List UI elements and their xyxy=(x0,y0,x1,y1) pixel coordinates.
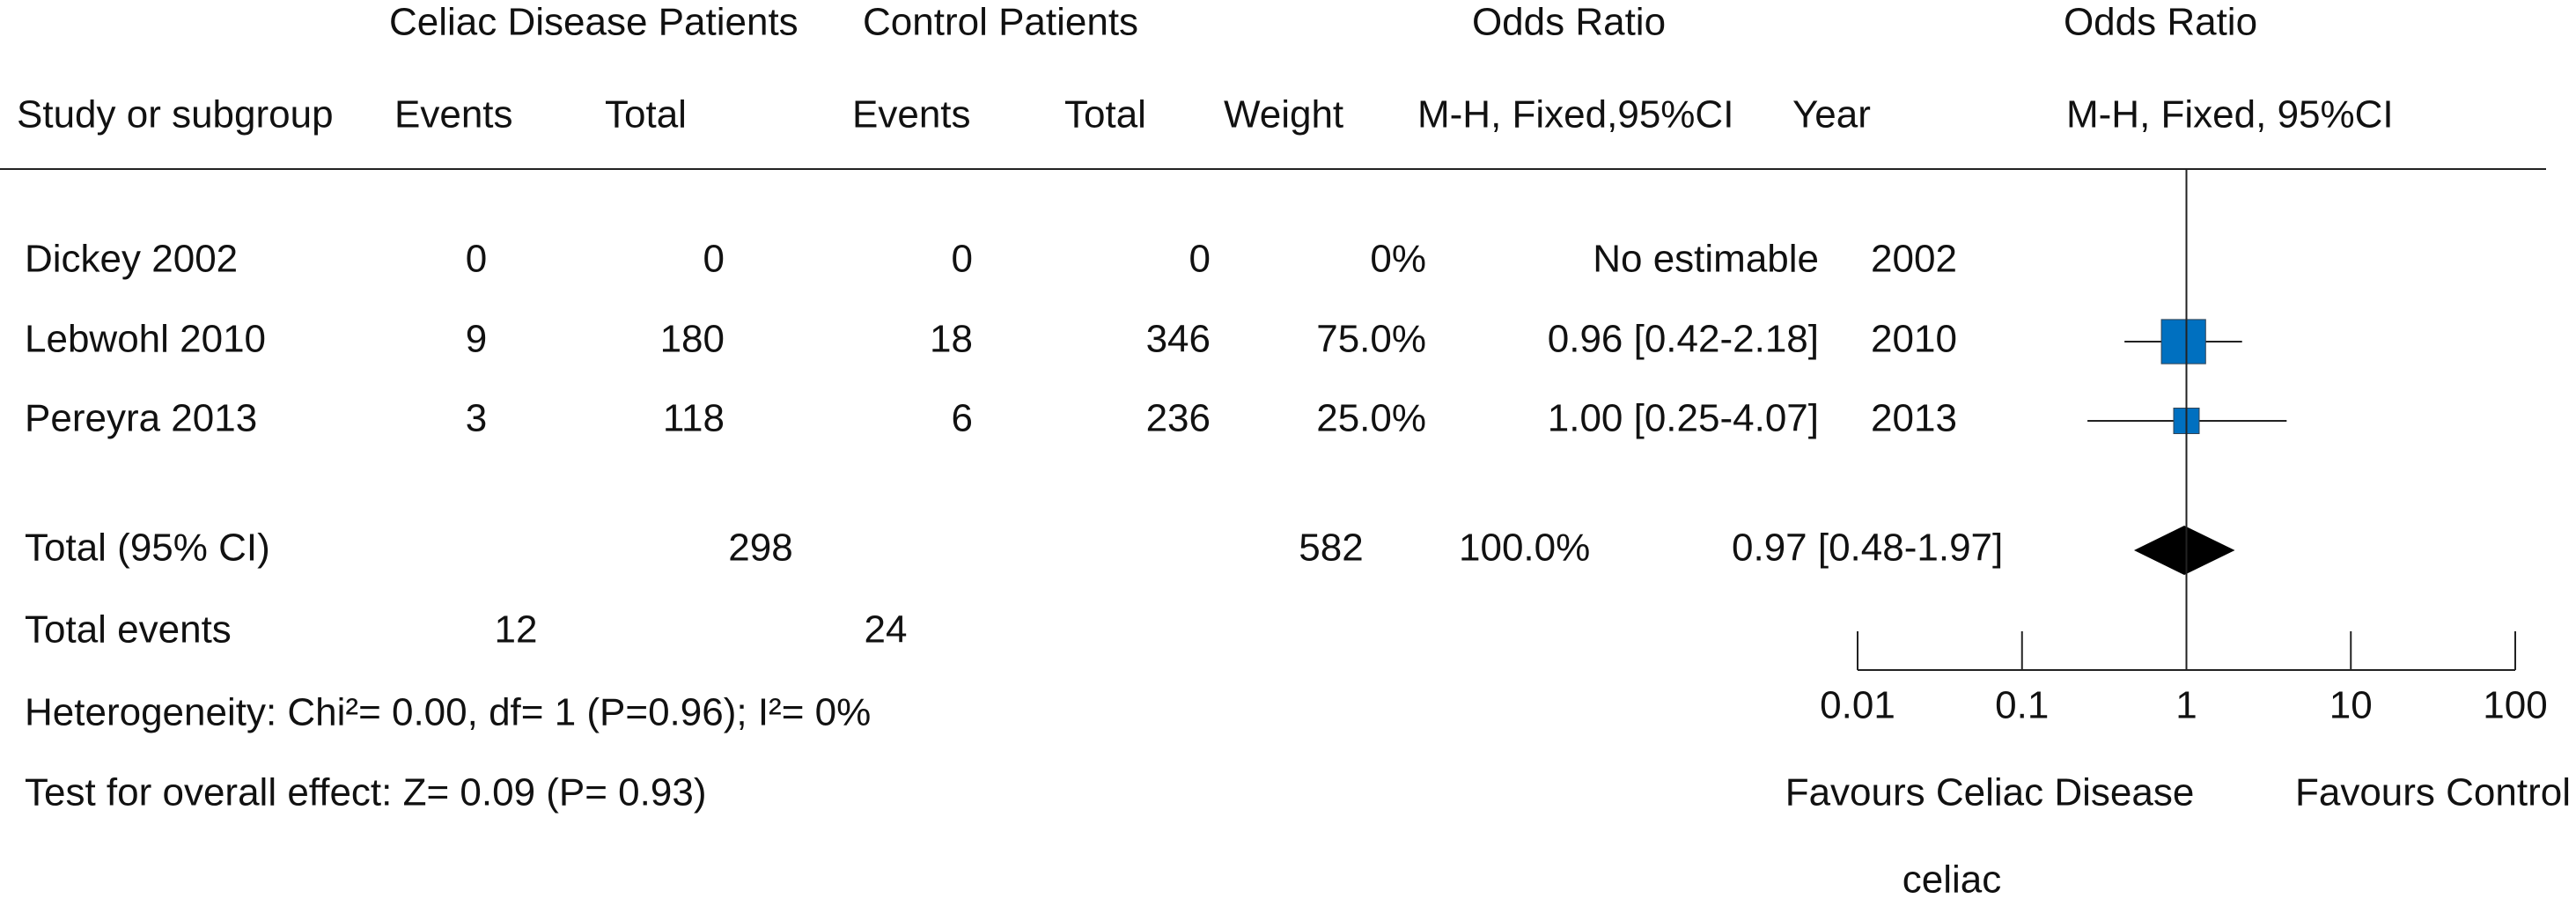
cell: 0.96 [0.42-2.18] xyxy=(1548,318,1819,361)
cell: 0 xyxy=(952,238,973,281)
cell: 346 xyxy=(1146,318,1211,361)
column-header: Total xyxy=(1064,93,1146,136)
cell: 3 xyxy=(466,397,487,440)
column-header: Year xyxy=(1792,93,1871,136)
study-name: Dickey 2002 xyxy=(25,238,238,281)
cell: 24 xyxy=(865,608,908,652)
cell: 236 xyxy=(1146,397,1211,440)
cell: 2010 xyxy=(1871,318,1957,361)
cell: 0 xyxy=(466,238,487,281)
cell: 9 xyxy=(466,318,487,361)
total-label: Total (95% CI) xyxy=(25,527,270,570)
cell: 18 xyxy=(930,318,973,361)
cell: 0 xyxy=(703,238,725,281)
cell: 2002 xyxy=(1871,238,1957,281)
cell: 25.0% xyxy=(1316,397,1426,440)
column-header: Events xyxy=(394,93,513,136)
x-tick-label: 10 xyxy=(2329,684,2373,727)
x-tick-label: 100 xyxy=(2483,684,2547,727)
column-header: M-H, Fixed,95%CI xyxy=(1417,93,1733,136)
group-header: Celiac Disease Patients xyxy=(389,1,799,44)
cell: 12 xyxy=(495,608,538,652)
cell: 0% xyxy=(1370,238,1426,281)
cell: 6 xyxy=(952,397,973,440)
heterogeneity: Heterogeneity: Chi²= 0.00, df= 1 (P=0.96… xyxy=(25,691,871,734)
study-square xyxy=(2160,319,2206,365)
column-header: M-H, Fixed, 95%CI xyxy=(2066,93,2394,136)
cell: 582 xyxy=(1299,527,1363,570)
total-diamond xyxy=(2133,526,2235,575)
column-header: Weight xyxy=(1224,93,1343,136)
study-name: Pereyra 2013 xyxy=(25,397,257,440)
cell: 2013 xyxy=(1871,397,1957,440)
favours-left: Favours Celiac Disease xyxy=(1785,771,2195,814)
cell: 0 xyxy=(1189,238,1211,281)
cell: 0.97 [0.48-1.97] xyxy=(1732,527,2003,570)
x-tick-label: 0.1 xyxy=(1995,684,2049,727)
column-header: Total xyxy=(605,93,687,136)
column-header: Events xyxy=(852,93,971,136)
study-name: Lebwohl 2010 xyxy=(25,318,266,361)
cell: 100.0% xyxy=(1459,527,1590,570)
x-tick-label: 0.01 xyxy=(1820,684,1895,727)
cell: 180 xyxy=(660,318,725,361)
x-tick-label: 1 xyxy=(2175,684,2197,727)
favours-right: Favours Control xyxy=(2295,771,2571,814)
x-axis-label: celiac xyxy=(1903,858,2002,902)
column-header: Study or subgroup xyxy=(17,93,334,136)
overall-effect: Test for overall effect: Z= 0.09 (P= 0.9… xyxy=(25,771,706,814)
cell: 75.0% xyxy=(1316,318,1426,361)
cell: No estimable xyxy=(1593,238,1819,281)
group-header: Control Patients xyxy=(863,1,1138,44)
cell: 118 xyxy=(663,397,725,440)
total-events-label: Total events xyxy=(25,608,232,652)
group-header: Odds Ratio xyxy=(2064,1,2257,44)
cell: 1.00 [0.25-4.07] xyxy=(1548,397,1819,440)
cell: 298 xyxy=(728,527,792,570)
group-header: Odds Ratio xyxy=(1472,1,1666,44)
